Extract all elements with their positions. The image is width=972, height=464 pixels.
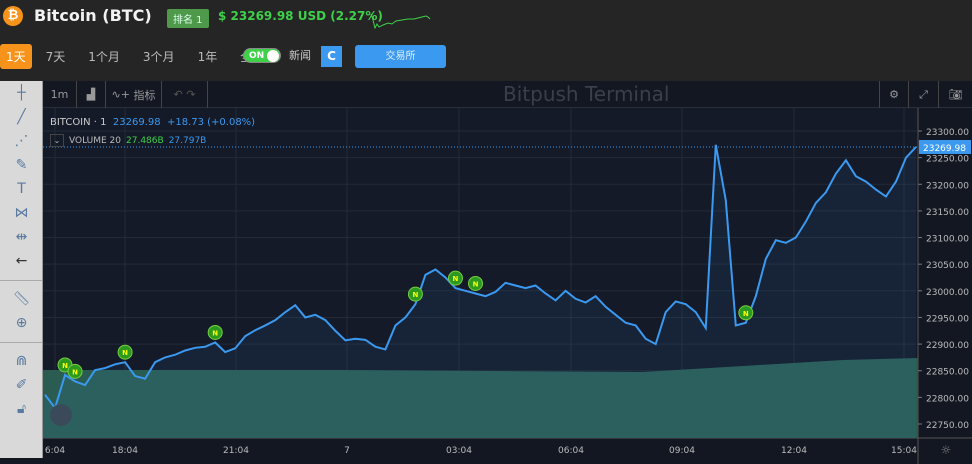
header: ₿ Bitcoin (BTC) 排名 1 $ 23269.98 USD (2.2… [0,0,972,80]
last-price-label: 23269.98 [923,144,966,154]
coin-title: Bitcoin (BTC) [34,6,152,25]
price-line [44,144,917,411]
x-tick-label: 09:04 [669,446,695,456]
crosshair-icon[interactable]: ┼ [17,85,26,101]
bitpush-logo-icon [50,404,72,426]
range-1[interactable]: 7天 [45,50,66,64]
toggle-state: ON [249,51,265,61]
news-marker [447,270,463,286]
y-tick-label: 23000.00 [926,288,969,298]
y-tick-label: 23300.00 [926,128,969,138]
lock-icon[interactable]: 🔓︎ [16,401,27,417]
symbol-legend: BITCOIN · 1 23269.98 +18.73 (+0.08%) [50,117,255,128]
y-tick-label: 22950.00 [926,314,969,324]
range-0[interactable]: 1天 [0,44,32,69]
news-label: 新闻 [289,49,311,62]
news-marker-label: N [743,310,749,318]
fib-icon[interactable]: ⋰ [14,133,29,149]
y-tick-label: 22850.00 [926,368,969,378]
watermark: Bitpush Terminal [503,82,670,106]
zoom-in-icon[interactable]: ⊕ [15,315,28,331]
pattern-icon[interactable]: ⋈ [14,205,29,221]
last-price-tag [919,139,971,154]
volume-area [43,358,918,438]
chart-topbar: 1m ▟ ∿+ 指标 ↶ ↷ Bitpush Terminal ⚙ ⤢ 📷︎ [43,81,972,108]
text-icon[interactable]: T [17,181,26,197]
news-marker [407,286,423,302]
range-2[interactable]: 1个月 [88,50,120,64]
prediction-icon[interactable]: ⇹ [15,229,28,245]
y-tick-label: 23250.00 [926,155,969,165]
fullscreen-icon[interactable]: ⤢ [909,81,939,108]
news-marker-label: N [72,368,78,376]
news-marker [117,344,133,360]
x-tick-label: 15:04 [891,446,917,456]
y-tick-label: 23150.00 [926,208,969,218]
news-marker-label: N [62,362,68,370]
refresh-button[interactable]: C [321,46,342,67]
rank-badge: 排名 1 [167,9,209,28]
chevron-down-icon[interactable]: ⌄ [50,134,64,147]
range-selector: 1天7天1个月3个月1年全部 [0,44,281,69]
price-display: $ 23269.98 USD (2.27%) [218,9,383,23]
symbol-name: BITCOIN · 1 [50,117,107,128]
volume-value-1: 27.486B [126,135,164,146]
y-tick-label: 22900.00 [926,341,969,351]
volume-value-2: 27.797B [168,135,207,146]
drawing-toolbar: ┼ ╱ ⋰ ✎ T ⋈ ⇹ ← 📏︎ ⊕ ⋒ ✐ 🔓︎ [0,81,43,458]
indicators-icon: ∿+ [111,88,134,101]
news-marker [467,275,483,291]
range-4[interactable]: 1年 [197,50,218,64]
y-tick-label: 23100.00 [926,235,969,245]
y-tick-label: 22750.00 [926,421,969,431]
trend-line-icon[interactable]: ╱ [17,109,26,125]
lock-drawing-icon[interactable]: ✐ [15,377,28,393]
x-tick-label: 21:04 [223,446,249,456]
news-marker [67,363,83,379]
x-tick-label: 06:04 [558,446,584,456]
news-toggle[interactable]: ON [243,48,281,63]
x-tick-label: 12:04 [781,446,807,456]
news-marker-label: N [473,280,479,288]
chart-widget: ┼ ╱ ⋰ ✎ T ⋈ ⇹ ← 📏︎ ⊕ ⋒ ✐ 🔓︎ 1m ▟ ∿+ 指标 ↶… [0,81,972,464]
news-marker-label: N [212,329,218,337]
price-chart[interactable]: 23300.00 23250.00 23200.00 23150.00 23100.00… [43,108,972,464]
news-marker-label: N [122,349,128,357]
arrow-left-icon[interactable]: ← [15,253,28,269]
interval-button[interactable]: 1m [43,81,77,108]
brush-icon[interactable]: ✎ [15,157,28,173]
x-tick-label: 7 [344,446,350,456]
news-marker-label: N [412,291,418,299]
indicators-label: 指标 [133,88,156,102]
exchange-button[interactable]: 交易所 [355,45,446,68]
news-marker-label: N [453,275,459,283]
x-tick-label: 18:04 [112,446,138,456]
x-tick-label: 6:04 [45,446,65,456]
magnet-icon[interactable]: ⋒ [15,353,28,369]
chart-type-icon[interactable]: ▟ [77,81,106,108]
sparkline [370,13,431,30]
undo-redo[interactable]: ↶ ↷ [162,81,208,108]
volume-label: VOLUME 20 [69,135,122,146]
indicators-button[interactable]: ∿+ 指标 [106,81,162,108]
range-3[interactable]: 3个月 [142,50,175,64]
price-area [43,144,916,438]
ruler-icon[interactable]: 📏︎ [12,291,31,307]
settings-icon[interactable]: ⚙ [879,81,909,108]
y-tick-label: 23200.00 [926,181,969,191]
news-marker [738,305,754,321]
last-value: 23269.98 [112,117,161,128]
price-axis [918,108,972,438]
y-tick-label: 22800.00 [926,394,969,404]
volume-legend: ⌄ VOLUME 20 27.486B 27.797B [50,134,206,147]
x-tick-label: 03:04 [446,446,472,456]
camera-icon[interactable]: 📷︎ [948,88,963,101]
change-value: +18.73 (+0.08%) [166,117,256,128]
news-marker [207,324,223,340]
bitcoin-logo-icon: ₿ [3,6,23,26]
settings-sun-icon: ☼ [941,443,952,457]
y-tick-label: 23050.00 [926,261,969,271]
